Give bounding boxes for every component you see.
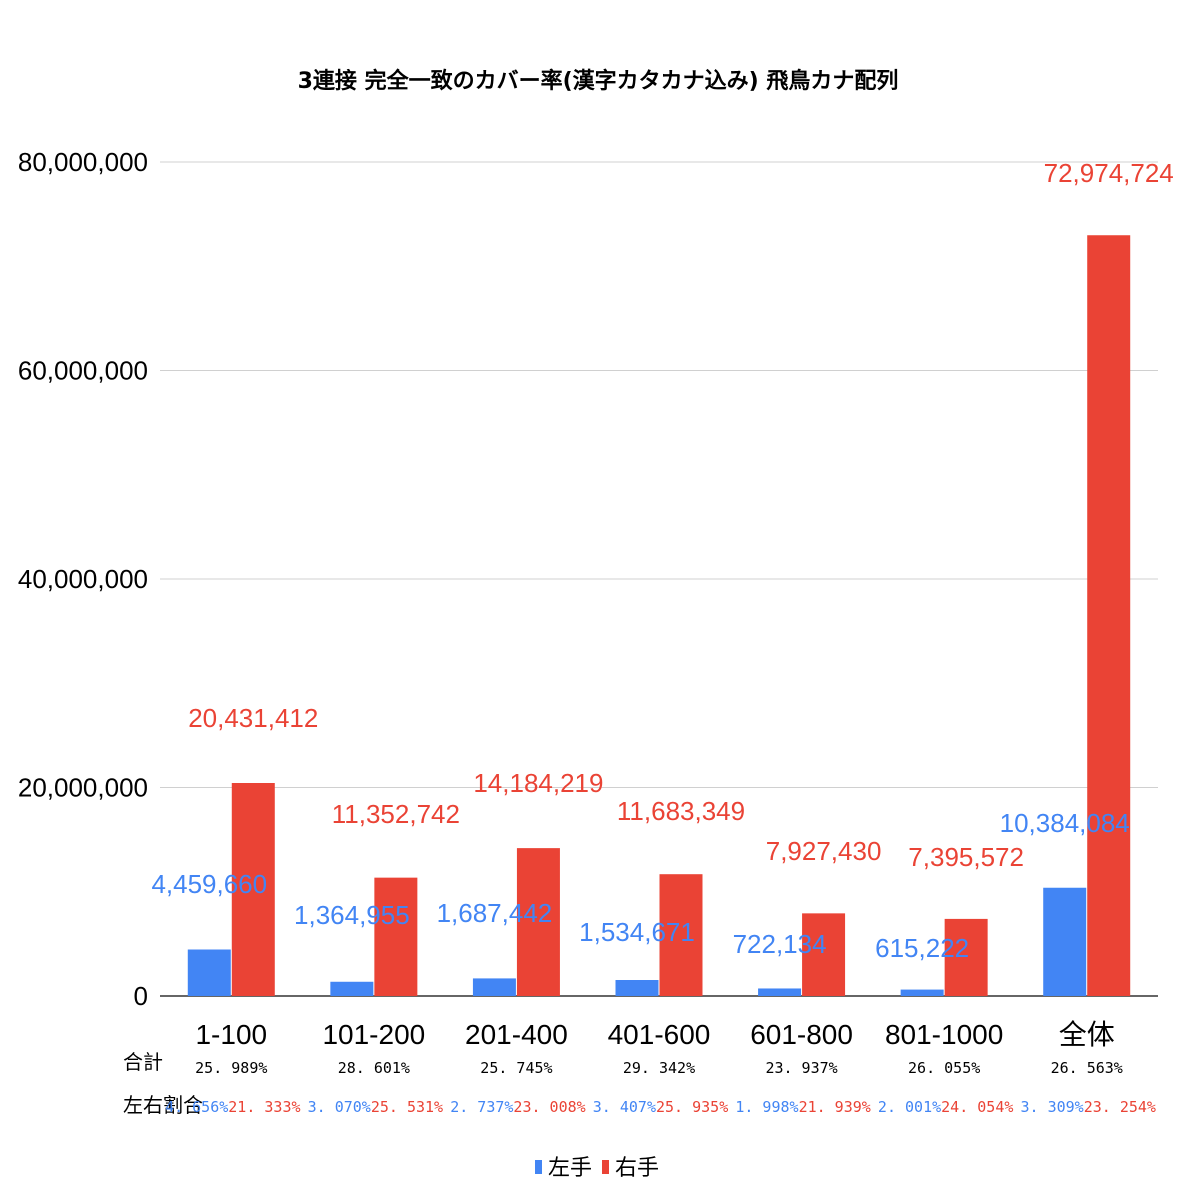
- right-ratio: 23. 254%: [1084, 1098, 1156, 1116]
- bar-right: [231, 783, 275, 996]
- legend-label-left: 左手: [548, 1156, 592, 1181]
- total-percent: 25. 989%: [195, 1059, 267, 1077]
- bar-right: [516, 848, 560, 996]
- right-ratio: 25. 531%: [371, 1098, 443, 1116]
- data-label-left: 615,222: [875, 933, 969, 963]
- left-ratio: 3. 309%: [1020, 1098, 1083, 1116]
- data-label-right: 7,927,430: [766, 836, 882, 866]
- left-ratio: 4. 656%: [165, 1098, 228, 1116]
- y-tick-label: 60,000,000: [18, 356, 148, 386]
- bar-right: [802, 913, 846, 996]
- y-tick-label: 20,000,000: [18, 773, 148, 803]
- y-tick-label: 80,000,000: [18, 147, 148, 177]
- total-percent: 29. 342%: [623, 1059, 695, 1077]
- left-ratio: 3. 070%: [308, 1098, 371, 1116]
- data-label-right: 14,184,219: [473, 768, 603, 798]
- y-axis-ticks: 0 20,000,000 40,000,000 60,000,000 80,000,00…: [18, 147, 148, 1011]
- y-tick-label: 40,000,000: [18, 564, 148, 594]
- left-ratio: 1. 998%: [735, 1098, 798, 1116]
- bar-left: [187, 949, 231, 996]
- x-tick-label: 全体: [1059, 1019, 1115, 1050]
- right-ratio: 21. 939%: [799, 1098, 871, 1116]
- bar-right: [374, 877, 418, 996]
- x-tick-label: 101-200: [322, 1019, 425, 1050]
- y-tick-label: 0: [134, 981, 148, 1011]
- x-tick-label: 401-600: [608, 1019, 711, 1050]
- x-tick-label: 201-400: [465, 1019, 568, 1050]
- x-tick-label: 601-800: [750, 1019, 853, 1050]
- data-label-right: 72,974,724: [1044, 158, 1174, 188]
- bar-right: [1087, 235, 1131, 996]
- total-percent: 23. 937%: [765, 1059, 837, 1077]
- data-label-right: 20,431,412: [188, 703, 318, 733]
- left-ratio: 2. 001%: [878, 1098, 941, 1116]
- left-ratio: 3. 407%: [593, 1098, 656, 1116]
- total-percent: 26. 563%: [1051, 1059, 1123, 1077]
- total-percent: 25. 745%: [480, 1059, 552, 1077]
- total-percent: 26. 055%: [908, 1059, 980, 1077]
- bar-left: [1043, 887, 1087, 996]
- data-label-right: 11,352,742: [332, 799, 460, 829]
- bars: [187, 235, 1131, 996]
- x-tick-label: 1-100: [195, 1019, 267, 1050]
- data-label-right: 7,395,572: [908, 842, 1024, 872]
- data-label-left: 10,384,084: [1000, 808, 1130, 838]
- right-ratio: 23. 008%: [513, 1098, 585, 1116]
- total-percent: 28. 601%: [338, 1059, 410, 1077]
- right-ratio: 21. 333%: [228, 1098, 300, 1116]
- right-ratio: 24. 054%: [941, 1098, 1013, 1116]
- bar-right: [659, 874, 703, 996]
- ratio-row-label: 左右割合: [123, 1093, 203, 1117]
- bar-left: [615, 980, 659, 996]
- chart-title: 3連接 完全一致のカバー率(漢字カタカナ込み) 飛鳥カナ配列: [298, 68, 899, 94]
- bar-left: [900, 989, 944, 996]
- bar-left: [472, 978, 516, 996]
- ratio-table: 合計 左右割合 25. 989% 4. 656% 21. 333% 28. 601% 3…: [123, 1050, 1156, 1117]
- bar-right: [944, 918, 988, 996]
- data-label-left: 1,364,955: [294, 900, 410, 930]
- legend-label-right: 右手: [615, 1156, 659, 1181]
- total-row-label: 合計: [123, 1050, 163, 1074]
- legend-swatch-left: [535, 1160, 542, 1174]
- x-axis-ticks: 1-100 101-200 201-400 401-600 601-800 801-100…: [195, 1019, 1114, 1050]
- right-ratio: 25. 935%: [656, 1098, 728, 1116]
- data-label-left: 722,134: [733, 929, 827, 959]
- bar-left: [758, 988, 802, 996]
- x-tick-label: 801-1000: [885, 1019, 1003, 1050]
- legend-swatch-right: [602, 1160, 609, 1174]
- gridlines: [160, 161, 1158, 997]
- data-label-left: 4,459,660: [151, 869, 267, 899]
- left-ratio: 2. 737%: [450, 1098, 513, 1116]
- data-label-left: 1,687,442: [437, 898, 553, 928]
- data-labels: 4,459,660 20,431,412 1,364,955 11,352,742 1,…: [151, 158, 1173, 963]
- legend: 左手 右手: [535, 1156, 659, 1181]
- data-label-right: 11,683,349: [617, 796, 745, 826]
- bar-left: [330, 981, 374, 996]
- data-label-left: 1,534,671: [579, 917, 695, 947]
